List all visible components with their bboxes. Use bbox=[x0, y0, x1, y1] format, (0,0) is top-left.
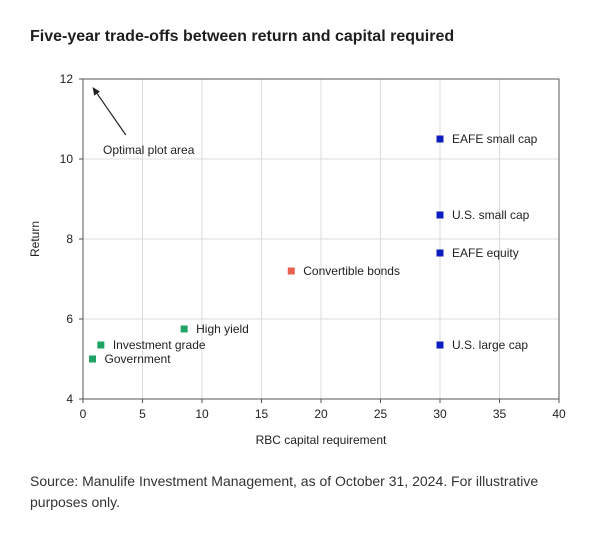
data-point-marker bbox=[436, 341, 444, 349]
x-axis-ticks: 0 5 10 15 20 25 30 35 40 bbox=[80, 399, 566, 421]
data-point-marker bbox=[287, 267, 295, 275]
data-point-marker bbox=[97, 341, 105, 349]
x-tick-label: 35 bbox=[493, 407, 507, 421]
y-tick-label: 12 bbox=[60, 72, 74, 86]
data-point-marker bbox=[436, 211, 444, 219]
x-tick-label: 15 bbox=[255, 407, 269, 421]
data-point-label: EAFE equity bbox=[452, 246, 519, 260]
y-axis-ticks: 4 6 8 10 12 bbox=[60, 72, 83, 406]
data-point-label: Convertible bonds bbox=[303, 264, 400, 278]
data-point-label: High yield bbox=[196, 322, 249, 336]
x-tick-label: 10 bbox=[195, 407, 209, 421]
data-point-label: Government bbox=[105, 352, 172, 366]
annotation-arrow bbox=[96, 93, 127, 136]
y-tick-label: 4 bbox=[66, 392, 73, 406]
data-point-marker bbox=[180, 325, 188, 333]
annotation-text: Optimal plot area bbox=[103, 143, 195, 157]
x-tick-label: 25 bbox=[374, 407, 388, 421]
annotation-arrowhead bbox=[92, 87, 100, 96]
x-tick-label: 40 bbox=[552, 407, 566, 421]
data-point-marker bbox=[89, 355, 97, 363]
scatter-chart: 0 5 10 15 20 25 30 35 40 4 6 8 10 12 RBC capital req… bbox=[28, 72, 566, 447]
x-tick-label: 0 bbox=[80, 407, 87, 421]
y-tick-label: 8 bbox=[66, 232, 73, 246]
data-point-label: EAFE small cap bbox=[452, 132, 538, 146]
x-tick-label: 5 bbox=[139, 407, 146, 421]
grid-lines bbox=[83, 79, 559, 399]
y-tick-label: 10 bbox=[60, 152, 74, 166]
x-axis-label: RBC capital requirement bbox=[256, 433, 387, 447]
data-point-label: Investment grade bbox=[113, 338, 206, 352]
y-tick-label: 6 bbox=[66, 312, 73, 326]
x-tick-label: 20 bbox=[314, 407, 328, 421]
data-point-marker bbox=[436, 135, 444, 143]
data-point-marker bbox=[436, 249, 444, 257]
chart-title: Five-year trade-offs between return and … bbox=[30, 28, 455, 45]
annotation: Optimal plot area bbox=[92, 87, 195, 157]
x-tick-label: 30 bbox=[433, 407, 447, 421]
data-point-label: U.S. large cap bbox=[452, 338, 528, 352]
source-note: Source: Manulife Investment Management, … bbox=[30, 473, 539, 510]
data-point-label: U.S. small cap bbox=[452, 208, 530, 222]
y-axis-label: Return bbox=[28, 221, 42, 257]
